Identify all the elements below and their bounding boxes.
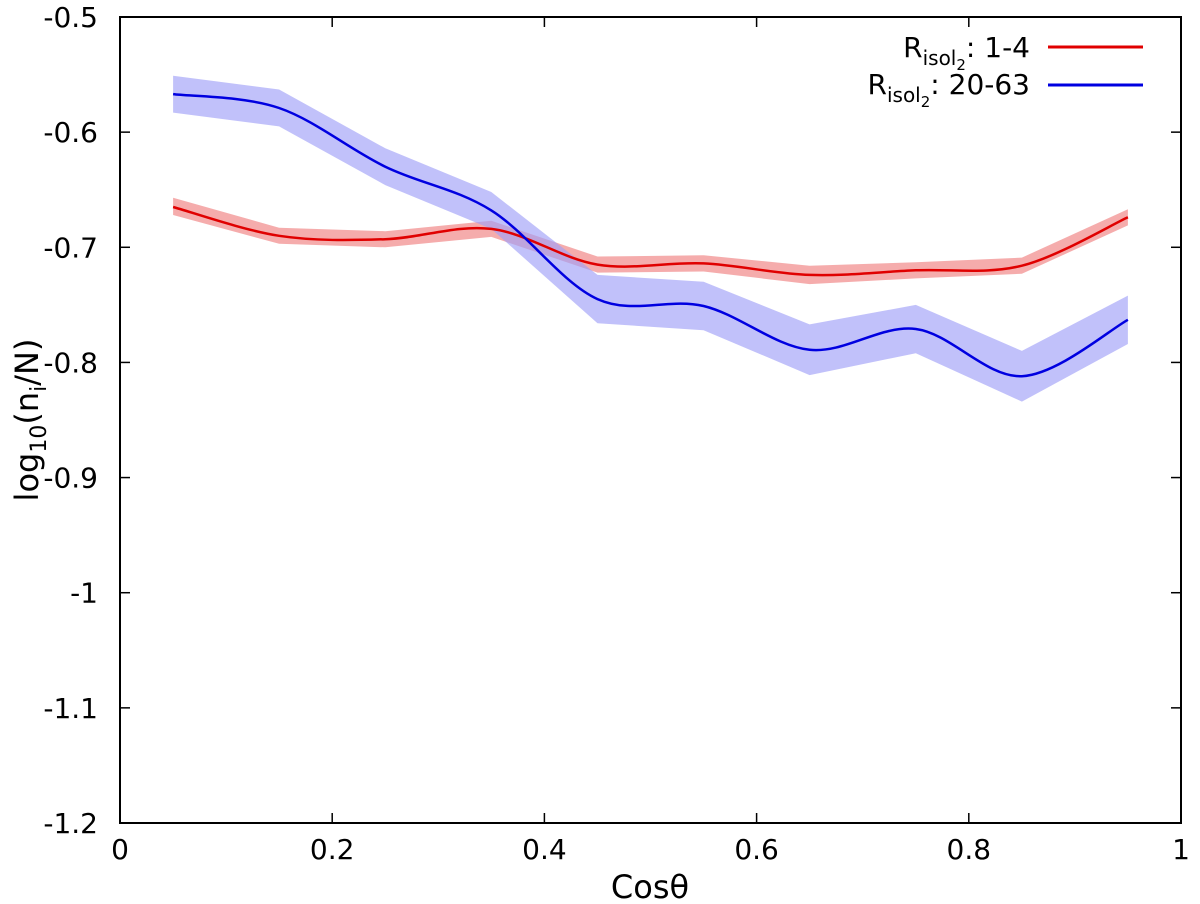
line-series-0 <box>172 205 1129 277</box>
x-axis-ticks: 0 0.2 0.4 0.6 0.8 1 <box>111 17 1190 866</box>
y-tick-label: -0.8 <box>43 346 98 379</box>
svg-text:log10(ni/N): log10(ni/N) <box>8 339 52 502</box>
legend-blue-sub: isol <box>887 83 921 107</box>
y-tick-label: -1 <box>70 577 98 610</box>
legend: Risol2: 1-4 Risol2: 20-63 <box>868 31 1143 111</box>
y-tick-label: -0.5 <box>43 1 98 34</box>
x-tick-label: 0.6 <box>734 833 779 866</box>
legend-red-main: R <box>903 31 922 64</box>
legend-entry-red: Risol2: 1-4 <box>903 31 1143 74</box>
x-tick-label: 0 <box>111 833 129 866</box>
y-label-mid: (n <box>8 392 46 425</box>
series-lines <box>172 92 1129 378</box>
y-tick-label: -1.1 <box>43 692 98 725</box>
band-series-1 <box>173 75 1128 402</box>
legend-blue-range: : 20-63 <box>930 68 1030 101</box>
y-label-sub: 10 <box>27 425 52 453</box>
y-tick-label: -0.6 <box>43 116 98 149</box>
legend-blue-main: R <box>868 68 887 101</box>
svg-text:Risol2: 1-4: Risol2: 1-4 <box>903 31 1030 74</box>
svg-text:Risol2: 20-63: Risol2: 20-63 <box>868 68 1031 111</box>
y-tick-label: -0.7 <box>43 231 98 264</box>
legend-red-sub: isol <box>923 46 957 70</box>
x-tick-label: 0.8 <box>947 833 992 866</box>
y-label-sub2: i <box>27 386 52 392</box>
x-tick-label: 0.2 <box>310 833 355 866</box>
y-tick-label: -1.2 <box>43 807 98 840</box>
line-series-1 <box>172 92 1129 378</box>
legend-blue-sub2: 2 <box>921 93 931 111</box>
y-tick-label: -0.9 <box>43 462 98 495</box>
legend-entry-blue: Risol2: 20-63 <box>868 68 1143 111</box>
y-axis-label: log10(ni/N) <box>8 339 52 502</box>
legend-red-range: : 1-4 <box>966 31 1030 64</box>
x-tick-label: 0.4 <box>522 833 567 866</box>
x-tick-label: 1 <box>1172 833 1190 866</box>
y-label-prefix: log <box>8 453 46 502</box>
legend-red-sub2: 2 <box>956 56 966 74</box>
y-axis-ticks: -1.2 -1.1 -1 -0.9 -0.8 -0.7 -0.6 -0.5 <box>43 1 1181 840</box>
plot-frame <box>119 16 1182 824</box>
x-axis-label: Cosθ <box>611 868 689 904</box>
y-label-suffix: /N) <box>8 339 46 386</box>
